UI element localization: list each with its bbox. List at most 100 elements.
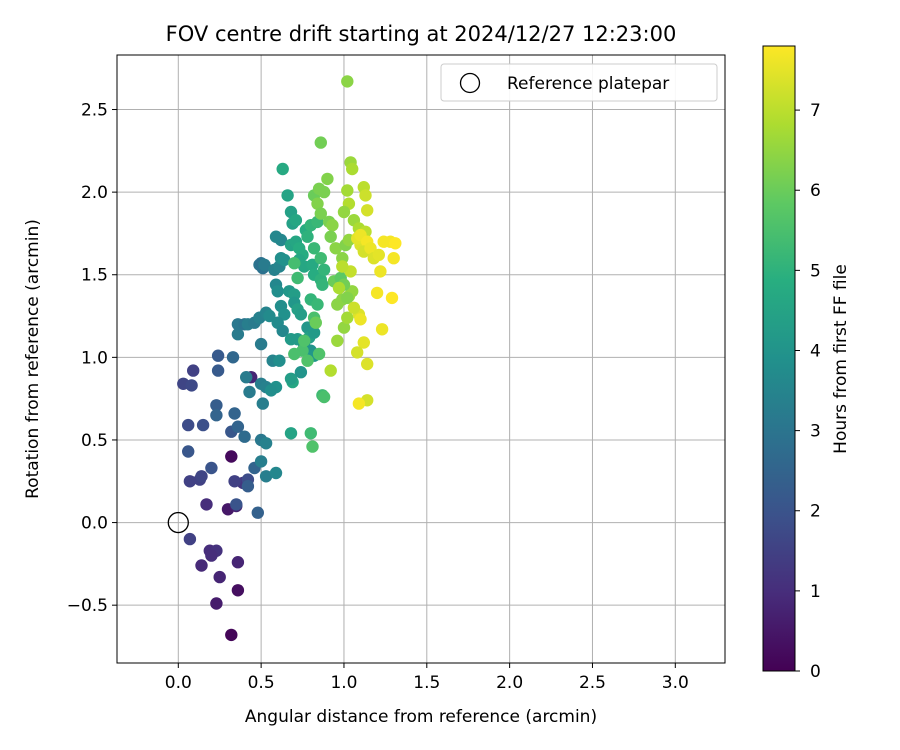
- data-point: [346, 162, 359, 176]
- data-point: [231, 420, 245, 433]
- data-point: [284, 427, 298, 440]
- data-point: [263, 309, 276, 323]
- data-point: [385, 291, 399, 305]
- data-point: [341, 75, 354, 88]
- data-point: [278, 308, 291, 321]
- data-point: [289, 214, 303, 227]
- data-point: [294, 366, 308, 379]
- data-point: [311, 197, 324, 210]
- data-point: [210, 399, 223, 412]
- data-point: [317, 390, 331, 404]
- data-point: [317, 263, 331, 276]
- data-point: [213, 570, 226, 584]
- data-point: [306, 258, 319, 271]
- y-axis-label: Rotation from reference (arcmin): [23, 219, 43, 499]
- data-point: [254, 455, 268, 468]
- data-point: [205, 461, 218, 475]
- data-point: [332, 281, 346, 295]
- data-point: [278, 253, 291, 267]
- data-point: [284, 372, 298, 385]
- data-point: [183, 532, 197, 546]
- data-point: [374, 265, 387, 278]
- data-point: [370, 286, 384, 300]
- x-tick-label: 0.5: [248, 673, 275, 693]
- data-point: [225, 450, 238, 463]
- data-point: [364, 242, 377, 255]
- data-point: [389, 237, 402, 250]
- data-point: [243, 385, 256, 399]
- data-point: [231, 584, 245, 597]
- data-point: [276, 324, 289, 338]
- data-point: [314, 207, 327, 220]
- legend-label: Reference platepar: [507, 74, 669, 94]
- data-point: [307, 326, 321, 339]
- data-point: [288, 257, 301, 270]
- data-point: [210, 597, 223, 610]
- data-point: [258, 258, 271, 271]
- legend-box: [440, 63, 718, 102]
- x-tick-label: 3.0: [662, 673, 689, 693]
- colorbar-gradient: [762, 45, 796, 672]
- x-tick-label: 2.5: [579, 673, 606, 693]
- data-point: [259, 437, 273, 450]
- data-point: [312, 347, 326, 361]
- legend-marker-icon: [459, 72, 481, 94]
- data-point: [259, 470, 273, 483]
- data-points: [177, 75, 402, 642]
- data-point: [230, 498, 243, 511]
- data-point: [269, 466, 283, 480]
- data-point: [256, 397, 269, 410]
- y-tick-label: 0.0: [81, 514, 108, 534]
- data-point: [357, 336, 370, 349]
- data-point: [185, 379, 198, 392]
- colorbar-tick-label: 7: [810, 101, 821, 121]
- data-point: [375, 323, 389, 336]
- data-point: [226, 351, 240, 364]
- y-tick-label: 1.0: [81, 348, 108, 368]
- data-point: [182, 418, 195, 432]
- colorbar-tick-label: 6: [810, 181, 821, 201]
- data-point: [306, 440, 319, 453]
- data-point: [304, 427, 317, 440]
- data-point: [336, 260, 349, 273]
- grid: [117, 55, 725, 663]
- data-point: [341, 311, 354, 324]
- data-point: [281, 189, 294, 202]
- data-point: [314, 136, 327, 149]
- colorbar-label: Hours from first FF file: [831, 264, 851, 454]
- data-point: [361, 357, 374, 371]
- plot-frame: [116, 54, 726, 664]
- data-point: [187, 364, 200, 377]
- data-point: [324, 364, 337, 377]
- data-point: [316, 278, 329, 291]
- data-point: [195, 559, 208, 572]
- data-point: [205, 549, 218, 562]
- data-point: [341, 291, 354, 305]
- data-point: [354, 313, 367, 326]
- data-point: [228, 475, 241, 488]
- data-point: [274, 233, 288, 247]
- data-point: [276, 162, 289, 176]
- data-point: [326, 219, 339, 232]
- y-tick-label: 1.5: [81, 266, 108, 286]
- colorbar-tick-label: 5: [810, 261, 821, 281]
- data-point: [231, 328, 245, 341]
- data-point: [331, 334, 344, 347]
- colorbar-tick-label: 2: [810, 502, 821, 522]
- x-tick-label: 0.0: [165, 673, 192, 693]
- data-point: [329, 242, 342, 255]
- data-point: [240, 371, 253, 384]
- colorbar-ticks: 0 1 2 3 4 5 6 7: [795, 101, 821, 682]
- colorbar-tick-label: 4: [810, 341, 821, 361]
- data-point: [225, 628, 238, 642]
- data-point: [337, 205, 351, 219]
- data-point: [351, 346, 364, 359]
- reference-platepar-marker: [167, 511, 189, 534]
- data-point: [182, 445, 195, 458]
- data-point: [387, 252, 400, 265]
- data-point: [294, 308, 308, 321]
- data-point: [361, 204, 374, 217]
- colorbar: 0 1 2 3 4 5 6 7 Hours from first FF file: [762, 45, 851, 682]
- data-point: [337, 321, 351, 334]
